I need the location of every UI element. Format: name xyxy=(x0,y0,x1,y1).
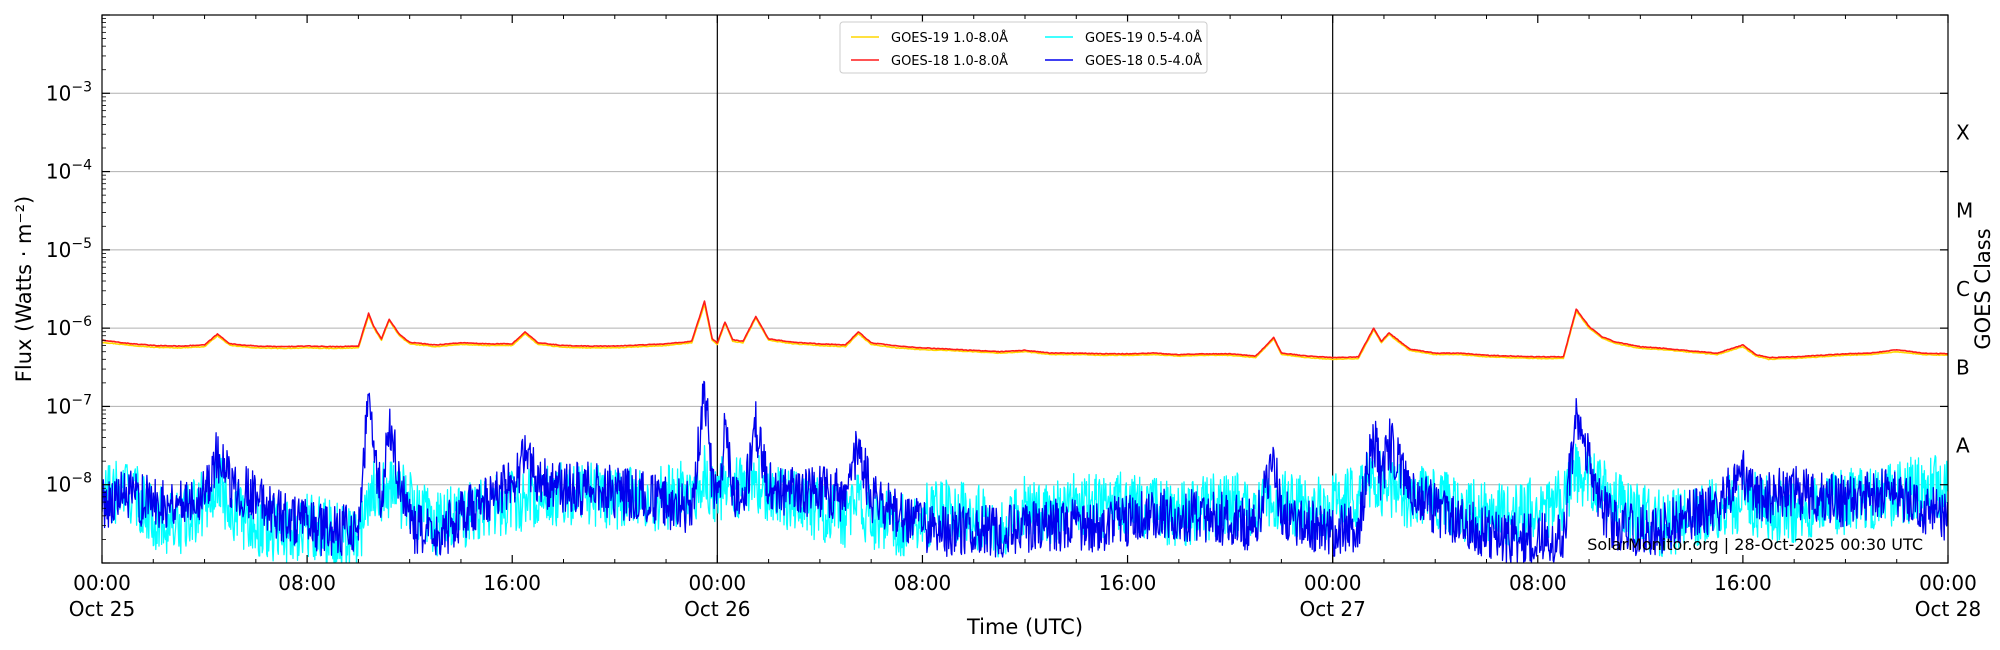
y-tick-label: 10−5 xyxy=(46,236,92,262)
goes-class-x: X xyxy=(1956,120,1970,144)
x-tick-label-time: 08:00 xyxy=(1509,571,1567,595)
x-tick-label-date: Oct 26 xyxy=(684,597,750,621)
goes-class-b: B xyxy=(1956,355,1970,379)
x-tick-label-time: 08:00 xyxy=(894,571,952,595)
y-tick-label: 10−8 xyxy=(46,471,92,497)
legend: GOES-19 1.0-8.0Å GOES-19 0.5-4.0Å GOES-18 … xyxy=(839,21,1208,74)
legend-label: GOES-19 1.0-8.0Å xyxy=(891,30,1008,46)
x-tick-label-time: 00:00 xyxy=(1919,571,1977,595)
legend-label: GOES-18 1.0-8.0Å xyxy=(891,53,1008,69)
x-tick-label-time: 08:00 xyxy=(278,571,336,595)
x-tick-label-time: 16:00 xyxy=(1714,571,1772,595)
x-tick-label-date: Oct 27 xyxy=(1299,597,1365,621)
x-tick-label-date: Oct 25 xyxy=(69,597,135,621)
y2-axis-title: GOES Class xyxy=(1971,228,1995,349)
y-tick-label: 10−4 xyxy=(46,158,92,184)
x-axis-title: Time (UTC) xyxy=(966,615,1083,639)
legend-label: GOES-19 0.5-4.0Å xyxy=(1085,30,1202,46)
goes-class-m: M xyxy=(1956,199,1973,223)
goes-class-c: C xyxy=(1956,277,1970,301)
legend-box xyxy=(839,21,1208,74)
series-line-2 xyxy=(102,300,1948,359)
series-line-1 xyxy=(102,303,1948,361)
x-tick-label-time: 16:00 xyxy=(1099,571,1157,595)
x-tick-label-time: 00:00 xyxy=(689,571,747,595)
y-axis-title: Flux (Watts · m⁻²) xyxy=(12,196,36,382)
y-tick-labels: 10−8 10−7 10−6 10−5 10−4 10−3 xyxy=(46,79,92,496)
y-tick-label: 10−3 xyxy=(46,79,92,105)
axis-ticks xyxy=(101,14,1949,564)
series-line-4 xyxy=(102,380,1948,563)
series-lines xyxy=(102,300,1948,563)
legend-label: GOES-18 0.5-4.0Å xyxy=(1085,53,1202,69)
x-tick-label-time: 00:00 xyxy=(1304,571,1362,595)
day-boundary-lines xyxy=(716,15,1334,563)
x-tick-label-time: 16:00 xyxy=(483,571,541,595)
goes-class-labels: A B C M X xyxy=(1956,120,1973,457)
y-tick-label: 10−7 xyxy=(46,392,92,418)
y-tick-label: 10−6 xyxy=(46,314,92,340)
goes-class-a: A xyxy=(1956,434,1970,458)
x-tick-label-date: Oct 28 xyxy=(1915,597,1981,621)
x-tick-label-time: 00:00 xyxy=(73,571,131,595)
watermark-text: SolarMonitor.org | 28-Oct-2025 00:30 UTC xyxy=(1587,535,1923,554)
